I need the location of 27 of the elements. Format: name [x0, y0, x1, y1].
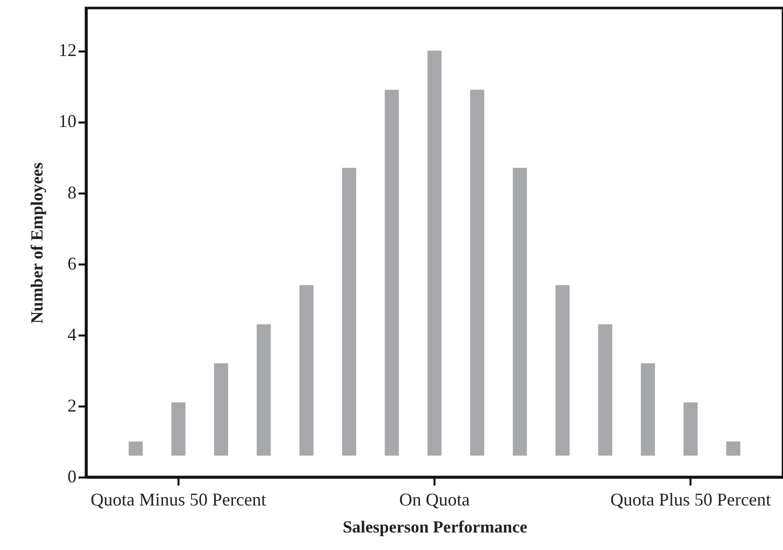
- bar: [128, 441, 143, 456]
- bar: [384, 90, 399, 456]
- y-tick-label: 6: [68, 253, 76, 274]
- y-tick-label: 8: [68, 182, 76, 202]
- bar: [640, 363, 655, 456]
- y-tick-label: 10: [58, 111, 76, 132]
- bar: [726, 441, 740, 456]
- y-tick-label: 12: [58, 40, 76, 60]
- bar: [299, 285, 314, 456]
- x-axis-title: Salesperson Performance: [342, 518, 528, 536]
- x-tick-label: Quota Plus 50 Percent: [610, 490, 771, 510]
- bar: [512, 168, 527, 456]
- bar: [171, 402, 186, 456]
- y-tick-label: 2: [68, 395, 76, 416]
- bar: [427, 50, 442, 456]
- bar: [214, 363, 228, 456]
- bar: [556, 285, 570, 456]
- bar: [256, 324, 271, 456]
- bar: [598, 324, 612, 456]
- x-tick-label: On Quota: [399, 490, 470, 510]
- y-tick-label: 4: [68, 324, 76, 344]
- y-tick-label: 0: [68, 466, 76, 486]
- y-axis-title: Number of Employees: [28, 162, 46, 324]
- bar: [470, 90, 484, 456]
- x-tick-label: Quota Minus 50 Percent: [90, 490, 266, 510]
- bar: [684, 402, 698, 456]
- bar: [342, 168, 356, 456]
